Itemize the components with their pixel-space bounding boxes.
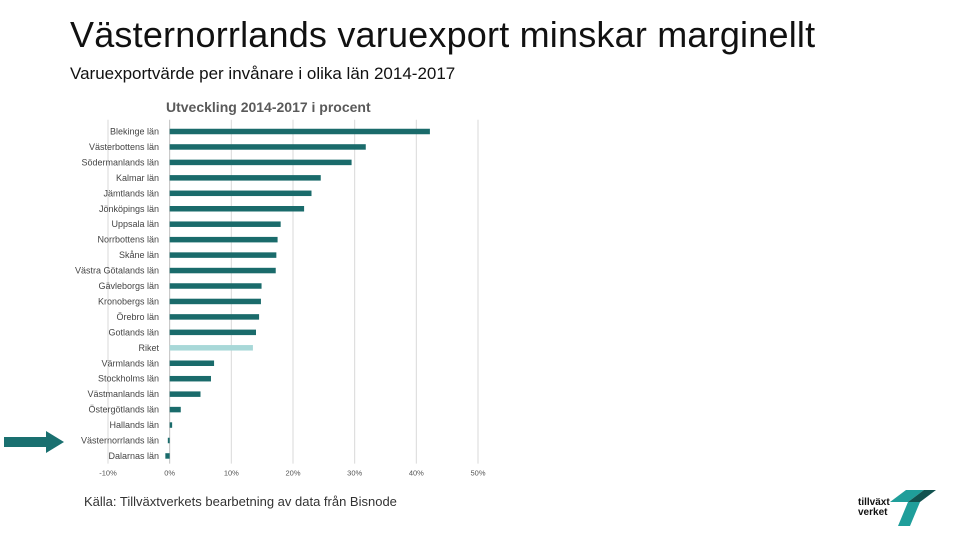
category-label: Stockholms län (98, 374, 159, 384)
category-label: Norrbottens län (97, 235, 159, 245)
x-tick-label: 10% (224, 469, 239, 478)
category-label: Södermanlands län (81, 157, 159, 167)
highlight-arrow-icon (4, 431, 64, 453)
bar (169, 159, 352, 166)
source-note: Källa: Tillväxtverkets bearbetning av da… (84, 494, 397, 509)
category-label: Västerbottens län (89, 142, 159, 152)
category-label: Skåne län (119, 250, 159, 260)
bar (169, 329, 256, 336)
category-label: Uppsala län (111, 219, 159, 229)
x-tick-label: 0% (164, 469, 175, 478)
chart-title: Utveckling 2014-2017 i procent (166, 99, 371, 115)
slide-title: Västernorrlands varuexport minskar margi… (70, 14, 816, 55)
bar (169, 298, 261, 305)
bar (169, 175, 321, 181)
slide-subtitle: Varuexportvärde per invånare i olika län… (70, 64, 456, 83)
bar (167, 437, 170, 444)
bar (169, 221, 281, 227)
bar (169, 236, 278, 243)
bar (165, 453, 170, 459)
bar (169, 128, 430, 135)
category-label: Värmlands län (101, 358, 159, 368)
category-label: Gävleborgs län (98, 281, 159, 291)
category-label: Jämtlands län (103, 188, 159, 198)
bar (169, 206, 305, 212)
bar (169, 422, 173, 428)
bar (169, 360, 215, 366)
bar (169, 375, 211, 382)
bar (169, 252, 277, 258)
category-label: Blekinge län (110, 127, 159, 137)
logo-line-1: tillväxt (858, 497, 890, 508)
x-tick-label: -10% (99, 469, 117, 478)
bar (169, 283, 262, 289)
tillvaxtverket-logo: tillväxt verket (856, 488, 938, 528)
bar (169, 391, 201, 397)
category-label: Västmanlands län (87, 389, 159, 399)
bar-chart: Utveckling 2014-2017 i procent -10% 0% 10% 2… (75, 99, 486, 478)
x-tick-label: 20% (285, 469, 300, 478)
bar (169, 144, 366, 150)
bar (169, 314, 260, 320)
category-label: Kalmar län (116, 173, 159, 183)
category-label: Kronobergs län (98, 296, 159, 306)
category-label: Riket (138, 343, 159, 353)
x-tick-label: 50% (470, 469, 485, 478)
bar (169, 406, 181, 413)
category-label: Gotlands län (108, 327, 159, 337)
category-label: Dalarnas län (108, 451, 159, 461)
category-label: Östergötlands län (88, 405, 159, 415)
bar (169, 190, 312, 197)
category-label: Jönköpings län (99, 204, 159, 214)
x-tick-label: 40% (409, 469, 424, 478)
logo-line-2: verket (858, 507, 888, 518)
bar (169, 345, 253, 351)
category-label: Örebro län (116, 312, 159, 322)
category-label: Hallands län (109, 420, 159, 430)
logo-mark-icon (890, 490, 936, 526)
x-tick-label: 30% (347, 469, 362, 478)
bar (169, 267, 276, 274)
category-label: Västernorrlands län (81, 436, 159, 446)
category-label: Västra Götalands län (75, 266, 159, 276)
